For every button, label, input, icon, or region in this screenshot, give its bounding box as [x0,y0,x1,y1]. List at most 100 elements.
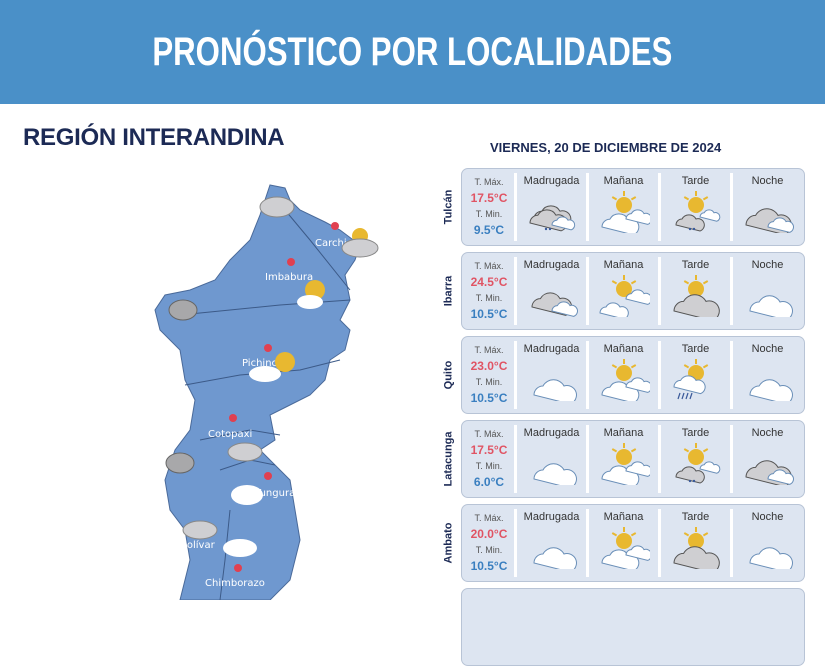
tmin-label: T. Min. [475,545,503,555]
divider [514,257,517,325]
period-3: Noche [735,425,800,493]
tmax-value: 23.0°C [470,359,508,373]
period-label: Tarde [681,175,710,187]
temperatures: T. Máx. 20.0°C T. Min. 10.5°C [466,509,512,577]
tmin-value: 6.0°C [473,475,505,489]
period-label: Mañana [603,427,644,439]
period-label: Mañana [603,343,644,355]
temperatures: T. Máx. 17.5°C T. Min. 9.5°C [466,173,512,241]
period-label: Noche [751,343,784,355]
city-name: Quito [442,360,454,390]
divider [730,341,733,409]
period-label: Madrugada [523,343,580,355]
period-2: Tarde [663,257,728,325]
night-partly-cloudy-icon [527,363,577,401]
sun-rain-icon [672,359,708,400]
period-label: Mañana [603,511,644,523]
city-label: Ibarra [438,252,458,330]
divider [658,173,661,241]
tmin-value: 10.5°C [470,559,508,573]
period-0: Madrugada [519,341,584,409]
region-title: REGIÓN INTERANDINA [23,124,285,151]
city-label: Quito [438,336,458,414]
period-1: Mañana [591,425,656,493]
svg-text:Imbabura: Imbabura [265,272,313,283]
period-1: Mañana [591,257,656,325]
city-name: Tulcán [442,189,455,225]
divider [586,341,589,409]
period-0: Madrugada [519,173,584,241]
temperatures: T. Máx. 17.5°C T. Min. 6.0°C [466,425,512,493]
period-label: Tarde [681,343,710,355]
night-partly-cloudy-icon [743,531,793,569]
sunny-clouds-icon [598,275,650,317]
period-label: Madrugada [523,427,580,439]
divider [658,257,661,325]
night-partly-cloudy-icon [527,531,577,569]
tmax-value: 20.0°C [470,527,508,541]
region-map: Carchi Imbabura Pichincha Cotopaxi Tungurah… [154,184,379,600]
svg-text:Cotopaxi: Cotopaxi [208,429,252,440]
svg-text:Pichincha: Pichincha [242,358,290,369]
forecast-card: T. Máx. 20.0°C T. Min. 10.5°C Madrugada … [461,504,805,582]
period-label: Madrugada [523,259,580,271]
sun-cloud-drizzle-icon [674,443,720,484]
forecast-date: VIERNES, 20 DE DICIEMBRE DE 2024 [490,140,722,155]
temperatures: T. Máx. 24.5°C T. Min. 10.5°C [466,257,512,325]
forecast-card: T. Máx. 17.5°C T. Min. 6.0°C Madrugada M… [461,420,805,498]
tmax-label: T. Máx. [474,177,504,187]
night-partly-cloudy-icon [527,447,577,485]
divider [514,173,517,241]
forecast-card: T. Máx. 17.5°C T. Min. 9.5°C Madrugada M… [461,168,805,246]
sun-cloud-drizzle-icon [674,191,720,232]
partly-sunny-icon [600,359,650,401]
city-label: Latacunga [438,420,458,498]
tmin-value: 10.5°C [470,391,508,405]
divider [658,509,661,577]
tmin-label: T. Min. [475,293,503,303]
divider [586,509,589,577]
period-label: Noche [751,427,784,439]
period-2: Tarde [663,509,728,577]
period-label: Tarde [681,259,710,271]
divider [730,509,733,577]
city-name: Latacunga [442,431,455,487]
forecast-card: T. Máx. 23.0°C T. Min. 10.5°C Madrugada … [461,336,805,414]
temperatures: T. Máx. 23.0°C T. Min. 10.5°C [466,341,512,409]
svg-text:Carchi: Carchi [315,238,347,249]
tmax-value: 17.5°C [470,191,508,205]
partly-sunny-icon [600,191,650,233]
period-2: Tarde [663,173,728,241]
divider [514,341,517,409]
period-label: Tarde [681,427,710,439]
period-0: Madrugada [519,509,584,577]
period-label: Noche [751,259,784,271]
night-partly-cloudy-icon [743,279,793,317]
svg-text:Tungurahua: Tungurahua [254,488,314,499]
period-0: Madrugada [519,425,584,493]
tmax-label: T. Máx. [474,429,504,439]
svg-text:Bolívar: Bolívar [180,539,216,551]
period-label: Madrugada [523,175,580,187]
divider [586,173,589,241]
divider [730,257,733,325]
city-name: Ibarra [442,275,455,307]
cloudy-sun-icon [672,527,720,569]
cloudy-night-icon [744,208,794,233]
partly-sunny-icon [600,527,650,569]
tmin-label: T. Min. [475,209,503,219]
period-label: Noche [751,511,784,523]
city-label: Tulcán [438,168,458,246]
period-1: Mañana [591,509,656,577]
divider [586,425,589,493]
divider [514,509,517,577]
divider [658,341,661,409]
tmax-value: 24.5°C [470,275,508,289]
tmax-label: T. Máx. [474,261,504,271]
divider [730,425,733,493]
header-banner: PRONÓSTICO POR LOCALIDADES [0,0,825,104]
period-2: Tarde [663,425,728,493]
period-2: Tarde [663,341,728,409]
period-1: Mañana [591,173,656,241]
period-label: Madrugada [523,511,580,523]
